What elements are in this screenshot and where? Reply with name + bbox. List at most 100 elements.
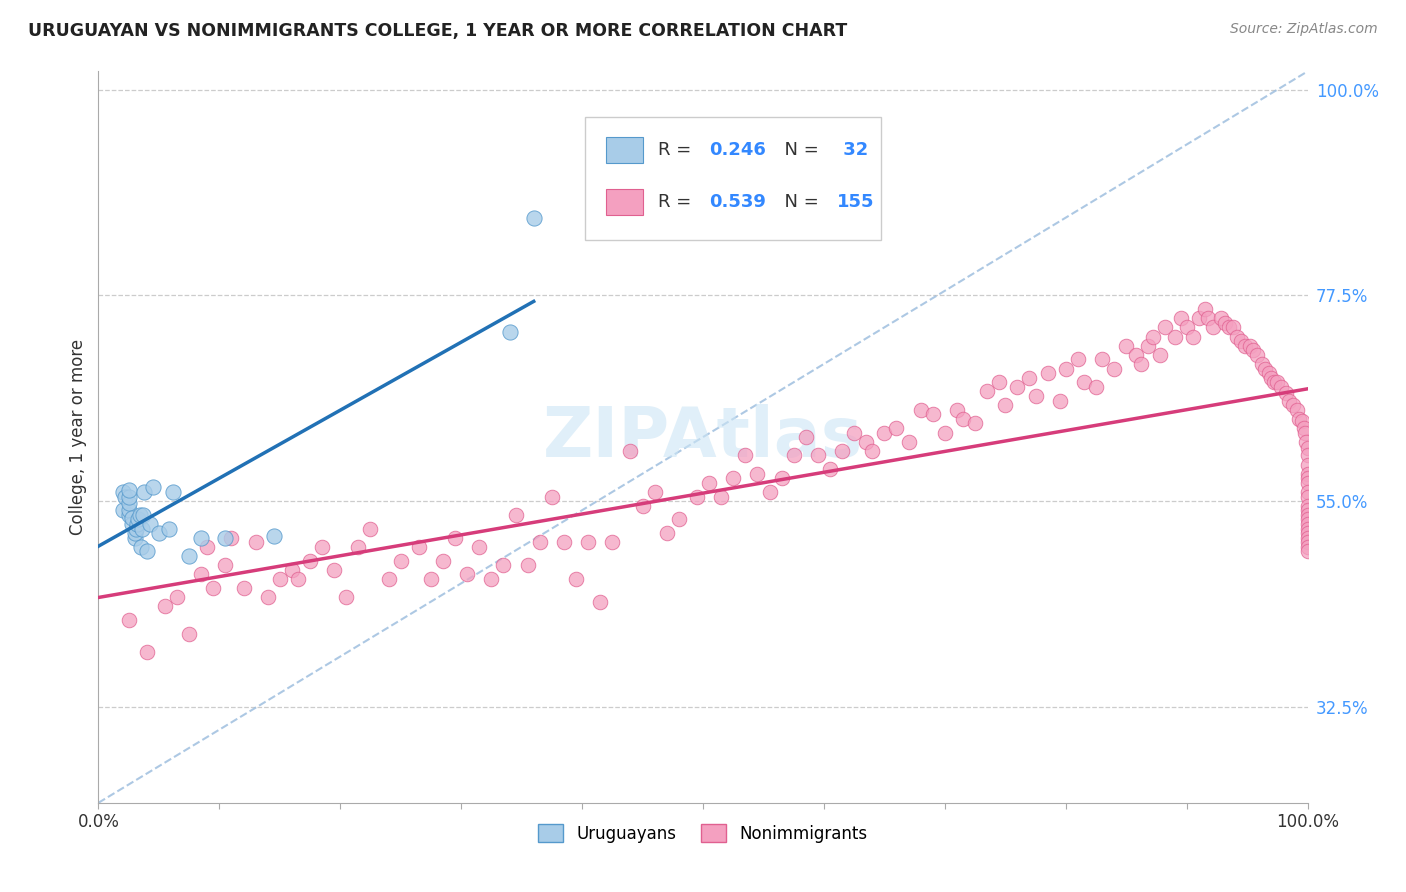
- Point: [723, 471, 745, 485]
- Text: N =: N =: [773, 141, 825, 159]
- Point: [121, 510, 143, 524]
- Point: [232, 581, 254, 595]
- Point: [214, 558, 236, 573]
- Point: [523, 211, 546, 225]
- Point: [1163, 329, 1185, 343]
- Point: [118, 483, 141, 497]
- Point: [347, 540, 370, 554]
- Point: [965, 417, 987, 431]
- Point: [540, 490, 562, 504]
- Point: [389, 553, 412, 567]
- Point: [1209, 311, 1232, 326]
- Text: 0.539: 0.539: [709, 194, 766, 211]
- Point: [153, 599, 176, 614]
- Point: [1296, 508, 1319, 522]
- Point: [1226, 329, 1249, 343]
- Point: [432, 553, 454, 567]
- Point: [1296, 467, 1319, 481]
- FancyBboxPatch shape: [585, 117, 880, 240]
- Point: [1288, 412, 1310, 426]
- Point: [1296, 458, 1319, 472]
- Text: N =: N =: [773, 194, 825, 211]
- Text: Source: ZipAtlas.com: Source: ZipAtlas.com: [1230, 22, 1378, 37]
- Point: [576, 535, 599, 549]
- Point: [408, 540, 430, 554]
- Point: [934, 425, 956, 440]
- Point: [516, 558, 538, 573]
- Point: [1175, 320, 1198, 334]
- Point: [263, 529, 285, 543]
- Text: R =: R =: [658, 141, 697, 159]
- Point: [565, 572, 588, 586]
- Point: [1036, 366, 1059, 380]
- Point: [1295, 434, 1317, 449]
- Point: [1241, 343, 1264, 358]
- Point: [1188, 311, 1211, 326]
- Point: [1125, 348, 1147, 362]
- Point: [377, 572, 399, 586]
- Point: [118, 613, 141, 627]
- Point: [1170, 311, 1192, 326]
- Point: [1142, 329, 1164, 343]
- Point: [1102, 361, 1125, 376]
- Point: [1007, 380, 1029, 394]
- Point: [505, 508, 527, 522]
- Point: [1292, 421, 1315, 435]
- Point: [988, 376, 1011, 390]
- Point: [166, 590, 188, 604]
- Point: [831, 443, 853, 458]
- Point: [1296, 526, 1319, 541]
- Point: [124, 526, 146, 541]
- Point: [139, 516, 162, 531]
- Point: [770, 471, 793, 485]
- Point: [1018, 370, 1040, 384]
- Point: [1233, 338, 1256, 352]
- Point: [758, 485, 780, 500]
- Point: [1296, 485, 1319, 500]
- Point: [1115, 338, 1137, 352]
- Text: ZIPAtlas: ZIPAtlas: [543, 403, 863, 471]
- FancyBboxPatch shape: [606, 136, 643, 163]
- Point: [456, 567, 478, 582]
- Point: [129, 540, 152, 554]
- Point: [256, 590, 278, 604]
- Point: [553, 535, 575, 549]
- Point: [1282, 398, 1305, 412]
- Point: [631, 499, 654, 513]
- Point: [221, 531, 243, 545]
- Point: [1278, 393, 1301, 408]
- Point: [686, 490, 709, 504]
- Point: [1296, 499, 1319, 513]
- Point: [111, 503, 134, 517]
- Point: [1154, 320, 1177, 334]
- Point: [125, 521, 148, 535]
- Point: [602, 535, 624, 549]
- Text: 155: 155: [837, 194, 875, 211]
- Point: [1049, 393, 1071, 408]
- Point: [1296, 475, 1319, 490]
- Point: [644, 485, 666, 500]
- Legend: Uruguayans, Nonimmigrants: Uruguayans, Nonimmigrants: [531, 818, 875, 849]
- Point: [1291, 414, 1313, 428]
- Point: [1296, 535, 1319, 549]
- Point: [1197, 311, 1219, 326]
- Text: URUGUAYAN VS NONIMMIGRANTS COLLEGE, 1 YEAR OR MORE CORRELATION CHART: URUGUAYAN VS NONIMMIGRANTS COLLEGE, 1 YE…: [28, 22, 848, 40]
- Point: [121, 516, 143, 531]
- Point: [132, 508, 155, 522]
- Point: [1294, 425, 1316, 440]
- Point: [529, 535, 551, 549]
- Point: [794, 430, 817, 444]
- Point: [1263, 376, 1285, 390]
- Point: [1296, 449, 1319, 463]
- Point: [668, 512, 690, 526]
- Point: [946, 402, 969, 417]
- Point: [1296, 540, 1319, 554]
- Point: [782, 449, 804, 463]
- Point: [807, 449, 830, 463]
- Point: [1194, 301, 1216, 317]
- Point: [1285, 402, 1308, 417]
- Point: [492, 558, 515, 573]
- Point: [148, 526, 170, 541]
- Point: [1296, 531, 1319, 545]
- Text: 32: 32: [837, 141, 869, 159]
